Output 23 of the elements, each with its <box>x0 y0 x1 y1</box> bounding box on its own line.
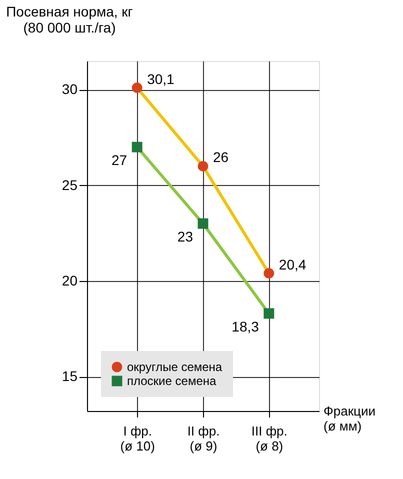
data-label: 27 <box>112 152 128 168</box>
data-label: 30,1 <box>147 70 175 87</box>
y-tick-label: 15 <box>62 368 78 384</box>
x-tick-label: II фр. (ø 9) <box>187 424 220 454</box>
point <box>198 160 208 172</box>
x-tick-label: III фр. (ø 8) <box>251 424 288 454</box>
data-label: 20,4 <box>278 256 306 272</box>
point <box>264 308 274 319</box>
x-tick-label: I фр. (ø 10) <box>120 424 155 454</box>
legend-label: округлые семена <box>127 360 222 374</box>
data-label: 23 <box>177 228 194 245</box>
legend-label: плоские семена <box>127 374 216 388</box>
point <box>132 142 142 152</box>
data-label: 26 <box>213 149 229 166</box>
point <box>198 218 208 229</box>
point <box>132 82 142 94</box>
point <box>264 268 274 279</box>
y-tick-label: 20 <box>62 272 78 288</box>
y-tick-label: 30 <box>62 81 78 98</box>
y-axis-title: Посевная норма, кг (80 000 шт./га) <box>6 4 133 36</box>
x-axis-title: Фракции (ø мм) <box>324 404 376 434</box>
y-tick-label: 25 <box>62 176 78 193</box>
data-label: 18,3 <box>232 318 260 334</box>
